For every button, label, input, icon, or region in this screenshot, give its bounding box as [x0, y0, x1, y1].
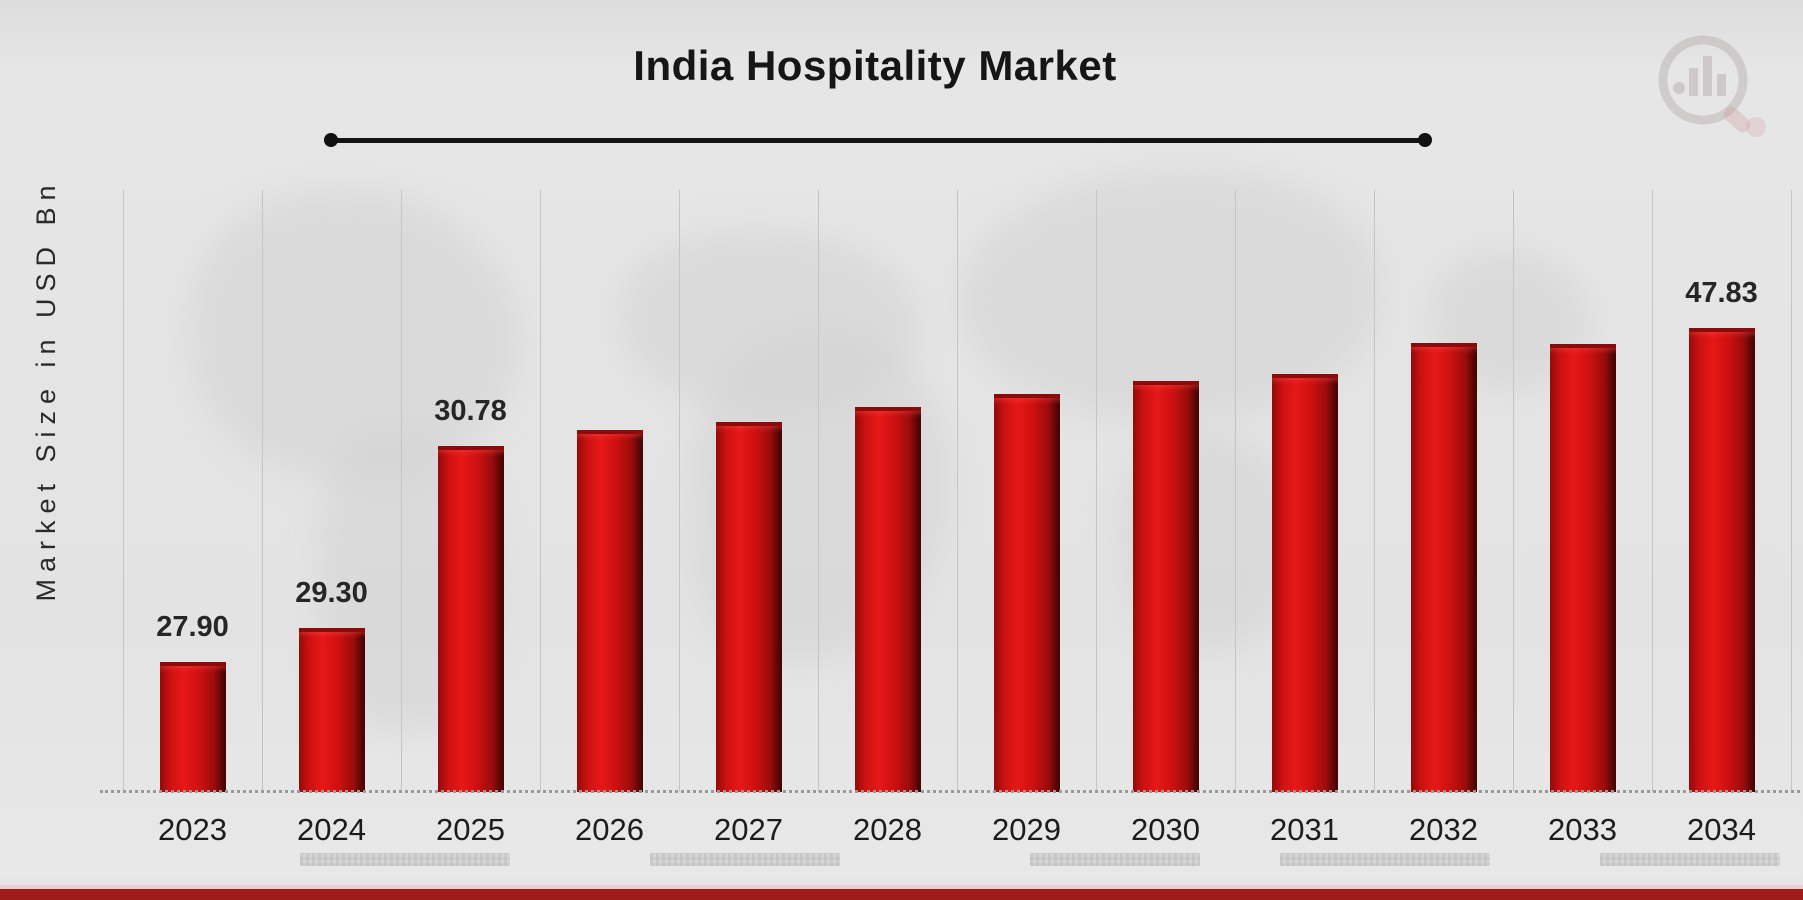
bar-2025 — [437, 446, 504, 792]
footer-strip — [0, 889, 1803, 900]
underline-endpoint-left — [324, 133, 338, 147]
x-tick-label-2031: 2031 — [1270, 812, 1339, 847]
bar-2034 — [1688, 328, 1755, 792]
x-tick-label-2025: 2025 — [436, 812, 505, 847]
bar-2032 — [1410, 343, 1477, 792]
bottom-watermark-fragment — [300, 853, 510, 866]
bar-2030 — [1132, 381, 1199, 792]
gridline — [123, 190, 124, 792]
chart-title: India Hospitality Market — [633, 42, 1117, 89]
magnifier-bar-chart-logo-icon — [1658, 35, 1766, 137]
bar-2028 — [854, 407, 921, 792]
world-map-watermark — [190, 190, 520, 480]
gridline — [262, 190, 263, 792]
gridline — [1235, 190, 1236, 792]
bar-value-label-2025: 30.78 — [434, 395, 507, 427]
bar-2027 — [715, 422, 782, 792]
x-tick-label-2033: 2033 — [1548, 812, 1617, 847]
footer-accent-line — [0, 885, 1803, 889]
bottom-watermark-fragment — [650, 853, 840, 866]
bar-2026 — [576, 430, 643, 792]
bottom-watermark-fragment — [1030, 853, 1200, 866]
gridline — [540, 190, 541, 792]
x-axis-baseline — [100, 790, 1800, 793]
gridline — [401, 190, 402, 792]
plot-area: 27.90 29.30 30.78 47.83 — [123, 190, 1792, 792]
bar-2033 — [1549, 344, 1616, 792]
x-tick-label-2030: 2030 — [1131, 812, 1200, 847]
x-tick-label-2032: 2032 — [1409, 812, 1478, 847]
gridline — [818, 190, 819, 792]
x-tick-label-2029: 2029 — [992, 812, 1061, 847]
x-axis-tick-labels: 2023 2024 2025 2026 2027 2028 2029 2030 2031 2032… — [123, 812, 1791, 852]
bar-value-label-2034: 47.83 — [1685, 277, 1758, 309]
x-tick-label-2024: 2024 — [297, 812, 366, 847]
bar-2023 — [159, 662, 226, 792]
gridline — [1652, 190, 1653, 792]
x-tick-label-2026: 2026 — [575, 812, 644, 847]
gridline — [957, 190, 958, 792]
x-tick-label-2027: 2027 — [714, 812, 783, 847]
gridline — [1513, 190, 1514, 792]
bottom-watermark-fragment — [1600, 853, 1780, 866]
x-tick-label-2034: 2034 — [1687, 812, 1756, 847]
gridline — [1791, 190, 1792, 792]
y-axis-label: Market Size in USD Bn — [31, 178, 61, 602]
title-underline — [324, 133, 1432, 147]
gridline — [679, 190, 680, 792]
bottom-watermark-fragment — [1280, 853, 1490, 866]
bar-2031 — [1271, 374, 1338, 792]
underline-endpoint-right — [1418, 133, 1432, 147]
x-tick-label-2028: 2028 — [853, 812, 922, 847]
bar-value-label-2024: 29.30 — [295, 577, 368, 609]
x-tick-label-2023: 2023 — [158, 812, 227, 847]
bar-2024 — [298, 628, 365, 792]
gridline — [1096, 190, 1097, 792]
gridline — [1374, 190, 1375, 792]
bar-value-label-2023: 27.90 — [156, 611, 229, 643]
bar-2029 — [993, 394, 1060, 792]
